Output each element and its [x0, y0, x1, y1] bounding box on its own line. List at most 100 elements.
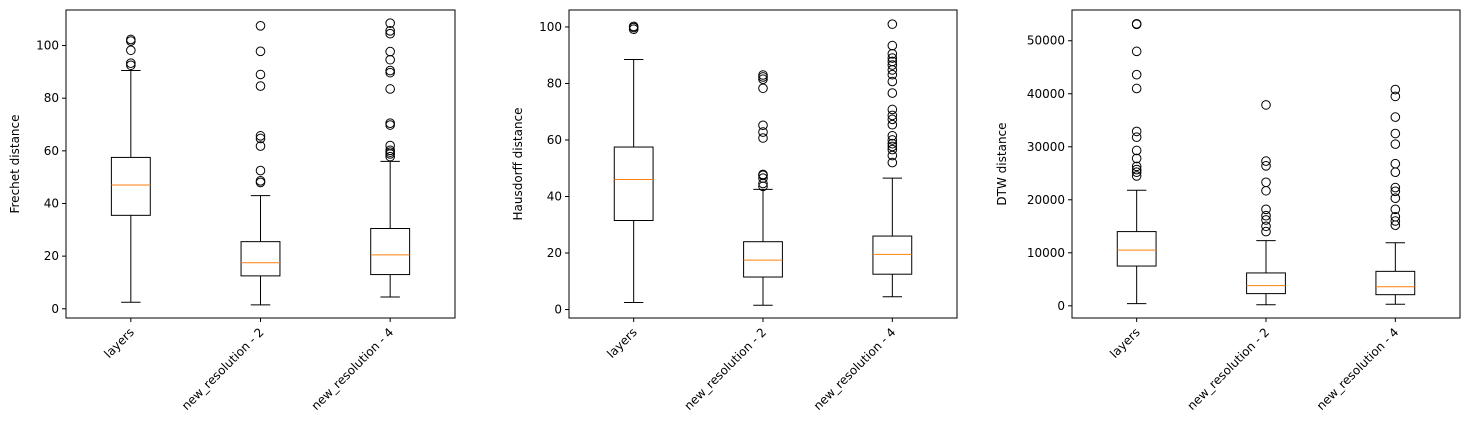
outlier-point — [1390, 112, 1401, 122]
outlier-point — [1261, 215, 1271, 225]
outlier-point — [1261, 161, 1271, 171]
box-group — [370, 18, 411, 298]
y-tick-label: 10000 — [1027, 246, 1065, 260]
outlier-point — [887, 130, 898, 141]
outlier-point — [887, 144, 898, 155]
outlier-point — [126, 60, 136, 71]
box — [1375, 270, 1416, 296]
outlier-point — [1131, 167, 1142, 178]
chart-panel-2: 0 20 40 60 80 100 Hausdorff distance layers new_… — [511, 9, 958, 413]
box — [110, 156, 151, 216]
outlier-point — [1131, 161, 1142, 172]
chart-panel-1: 0 20 40 60 80 100 Frechet distance layers new_re… — [8, 9, 456, 413]
x-tick-label: new_resolution - 4 — [811, 325, 899, 413]
outlier-point — [1261, 221, 1271, 232]
outlier-point — [758, 74, 768, 85]
outlier-point — [887, 141, 898, 152]
outlier-point — [758, 127, 768, 137]
outlier-point — [887, 157, 898, 168]
outlier-point — [255, 141, 266, 151]
outlier-point — [126, 34, 136, 45]
y-tick-label: 30000 — [1027, 140, 1065, 154]
plot-frame — [1071, 9, 1461, 319]
outlier-point — [126, 58, 136, 68]
outlier-point — [1131, 132, 1142, 143]
outlier-point — [1261, 185, 1271, 196]
outlier-point — [1390, 158, 1401, 169]
outlier-point — [1390, 211, 1401, 222]
box — [872, 235, 913, 275]
outlier-point — [887, 119, 898, 130]
y-axis-label: Frechet distance — [8, 114, 22, 213]
outlier-point — [1131, 46, 1142, 57]
outlier-point — [1390, 193, 1401, 203]
outlier-point — [385, 18, 395, 28]
outlier-point — [887, 69, 898, 80]
outlier-point — [758, 72, 768, 82]
y-tick-label: 20 — [44, 249, 59, 263]
outlier-point — [255, 69, 266, 80]
box-group — [240, 20, 281, 306]
box — [370, 227, 411, 276]
outlier-point — [758, 120, 768, 131]
outlier-point — [887, 114, 898, 125]
y-tick-label: 60 — [44, 144, 59, 158]
outlier-point — [1131, 69, 1142, 80]
outlier-point — [385, 118, 395, 128]
outlier-point — [385, 65, 395, 76]
box — [743, 241, 783, 278]
box-group — [743, 70, 783, 306]
outlier-point — [1131, 153, 1142, 164]
outlier-point — [255, 133, 266, 144]
outlier-point — [758, 173, 768, 183]
outlier-point — [385, 84, 395, 94]
box-group — [110, 34, 151, 303]
x-tick-label: new_resolution - 4 — [1314, 325, 1402, 413]
y-tick-label: 0 — [1057, 299, 1065, 313]
y-tick-label: 0 — [51, 302, 59, 316]
outlier-point — [887, 53, 898, 63]
box-group — [1246, 100, 1286, 306]
box-group — [1375, 84, 1416, 305]
outlier-point — [385, 54, 395, 65]
y-axis-label: DTW distance — [995, 122, 1009, 205]
outlier-point — [1131, 126, 1142, 137]
outlier-point — [887, 88, 898, 98]
outlier-point — [1261, 177, 1271, 188]
outlier-point — [758, 83, 768, 94]
chart-panel-3: 0 10000 20000 30000 40000 50000 DTW distance la… — [995, 9, 1461, 413]
x-tick-label: new_resolution - 4 — [309, 325, 397, 413]
box-group — [1116, 18, 1157, 305]
outlier-point — [385, 28, 395, 39]
plot-frame — [568, 9, 958, 319]
outlier-point — [887, 104, 898, 115]
x-tick-label: layers — [101, 325, 137, 361]
outlier-point — [1390, 167, 1401, 178]
outlier-point — [255, 165, 266, 176]
y-tick-label: 40 — [547, 189, 562, 203]
outlier-point — [385, 151, 395, 162]
outlier-point — [887, 138, 898, 149]
x-tick-label: new_resolution - 2 — [681, 325, 769, 413]
y-tick-label: 40000 — [1027, 87, 1065, 101]
y-tick-label: 80 — [547, 76, 562, 90]
box — [613, 146, 654, 222]
outlier-point — [1390, 91, 1401, 102]
y-tick-label: 20000 — [1027, 193, 1065, 207]
outlier-point — [385, 67, 395, 78]
y-tick-label: 40 — [44, 196, 59, 210]
box — [1246, 272, 1286, 295]
outlier-point — [758, 169, 768, 180]
outlier-point — [1131, 145, 1142, 156]
outlier-point — [1390, 182, 1401, 193]
x-tick-label: layers — [1107, 325, 1143, 361]
x-tick-label: new_resolution - 2 — [179, 325, 267, 413]
outlier-point — [1261, 156, 1271, 166]
y-tick-label: 80 — [44, 91, 59, 105]
outlier-point — [255, 176, 266, 186]
x-tick-label: layers — [604, 325, 640, 361]
box-group — [613, 21, 654, 303]
outlier-point — [1390, 216, 1401, 226]
outlier-point — [385, 140, 395, 151]
